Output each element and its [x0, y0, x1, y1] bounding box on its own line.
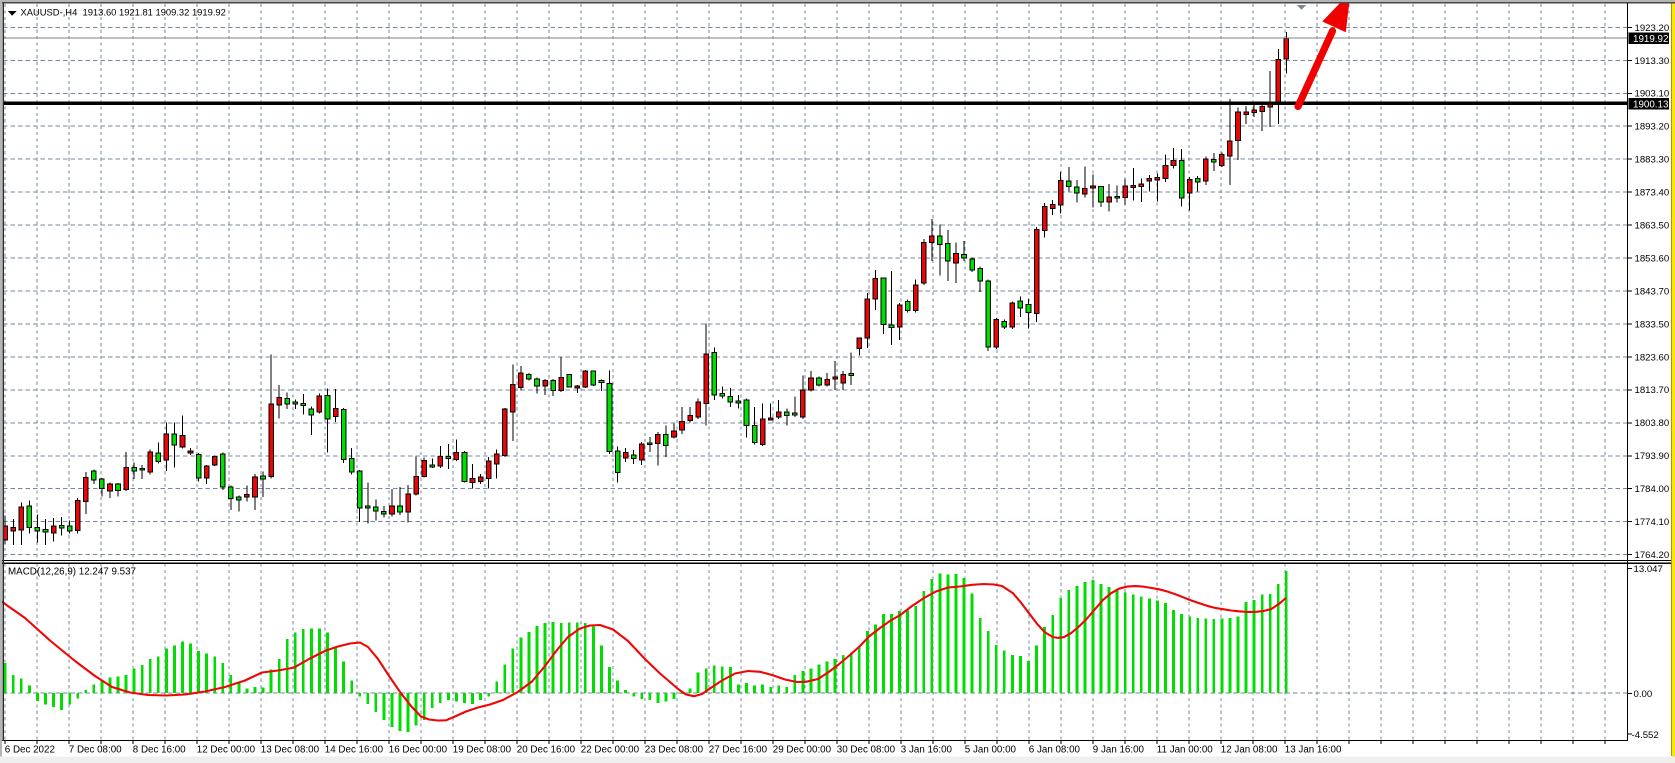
svg-text:29 Dec 00:00: 29 Dec 00:00 — [773, 744, 832, 755]
svg-text:7 Dec 08:00: 7 Dec 08:00 — [69, 744, 122, 755]
svg-text:13 Dec 08:00: 13 Dec 08:00 — [261, 744, 320, 755]
svg-text:30 Dec 08:00: 30 Dec 08:00 — [837, 744, 896, 755]
svg-text:1883.30: 1883.30 — [1635, 155, 1670, 166]
svg-text:1873.40: 1873.40 — [1635, 188, 1670, 199]
svg-text:1853.60: 1853.60 — [1635, 253, 1670, 264]
svg-text:9 Jan 16:00: 9 Jan 16:00 — [1093, 744, 1145, 755]
svg-text:23 Dec 08:00: 23 Dec 08:00 — [645, 744, 704, 755]
svg-text:1813.70: 1813.70 — [1635, 385, 1670, 396]
svg-text:1863.50: 1863.50 — [1635, 221, 1670, 232]
svg-text:1923.20: 1923.20 — [1635, 23, 1670, 34]
svg-text:12 Dec 00:00: 12 Dec 00:00 — [197, 744, 256, 755]
svg-text:1893.20: 1893.20 — [1635, 122, 1670, 133]
svg-text:1913.30: 1913.30 — [1635, 56, 1670, 67]
svg-text:1843.70: 1843.70 — [1635, 286, 1670, 297]
svg-text:16 Dec 00:00: 16 Dec 00:00 — [389, 744, 448, 755]
svg-text:12 Jan 08:00: 12 Jan 08:00 — [1221, 744, 1278, 755]
svg-text:1833.50: 1833.50 — [1635, 319, 1670, 330]
svg-text:1919.92: 1919.92 — [1633, 34, 1668, 45]
svg-text:1793.90: 1793.90 — [1635, 451, 1670, 462]
svg-text:1774.10: 1774.10 — [1635, 517, 1670, 528]
svg-text:13 Jan 16:00: 13 Jan 16:00 — [1285, 744, 1342, 755]
svg-text:1823.60: 1823.60 — [1635, 352, 1670, 363]
svg-text:5 Jan 00:00: 5 Jan 00:00 — [965, 744, 1017, 755]
svg-text:1784.00: 1784.00 — [1635, 484, 1670, 495]
svg-text:8 Dec 16:00: 8 Dec 16:00 — [133, 744, 186, 755]
svg-text:1803.80: 1803.80 — [1635, 418, 1670, 429]
svg-text:0.00: 0.00 — [1634, 689, 1653, 700]
svg-text:3 Jan 16:00: 3 Jan 16:00 — [901, 744, 953, 755]
svg-text:1764.20: 1764.20 — [1635, 550, 1670, 561]
svg-text:11 Jan 00:00: 11 Jan 00:00 — [1157, 744, 1213, 755]
svg-text:1900.13: 1900.13 — [1633, 99, 1669, 110]
svg-text:19 Dec 08:00: 19 Dec 08:00 — [453, 744, 512, 755]
svg-text:XAUUSD-,H4 1913.60 1921.81 19: XAUUSD-,H4 1913.60 1921.81 1909.32 1919.… — [21, 7, 226, 18]
svg-text:6 Dec 2022: 6 Dec 2022 — [5, 744, 55, 755]
svg-text:6 Jan 08:00: 6 Jan 08:00 — [1029, 744, 1081, 755]
svg-text:27 Dec 16:00: 27 Dec 16:00 — [709, 744, 768, 755]
svg-text:1903.10: 1903.10 — [1635, 89, 1670, 100]
svg-text:13.047: 13.047 — [1634, 564, 1663, 575]
svg-text:-4.552: -4.552 — [1632, 730, 1659, 741]
svg-text:14 Dec 16:00: 14 Dec 16:00 — [325, 744, 384, 755]
svg-text:22 Dec 00:00: 22 Dec 00:00 — [581, 744, 640, 755]
svg-text:MACD(12,26,9) 12.247 9.537: MACD(12,26,9) 12.247 9.537 — [8, 567, 136, 578]
svg-text:20 Dec 16:00: 20 Dec 16:00 — [517, 744, 576, 755]
